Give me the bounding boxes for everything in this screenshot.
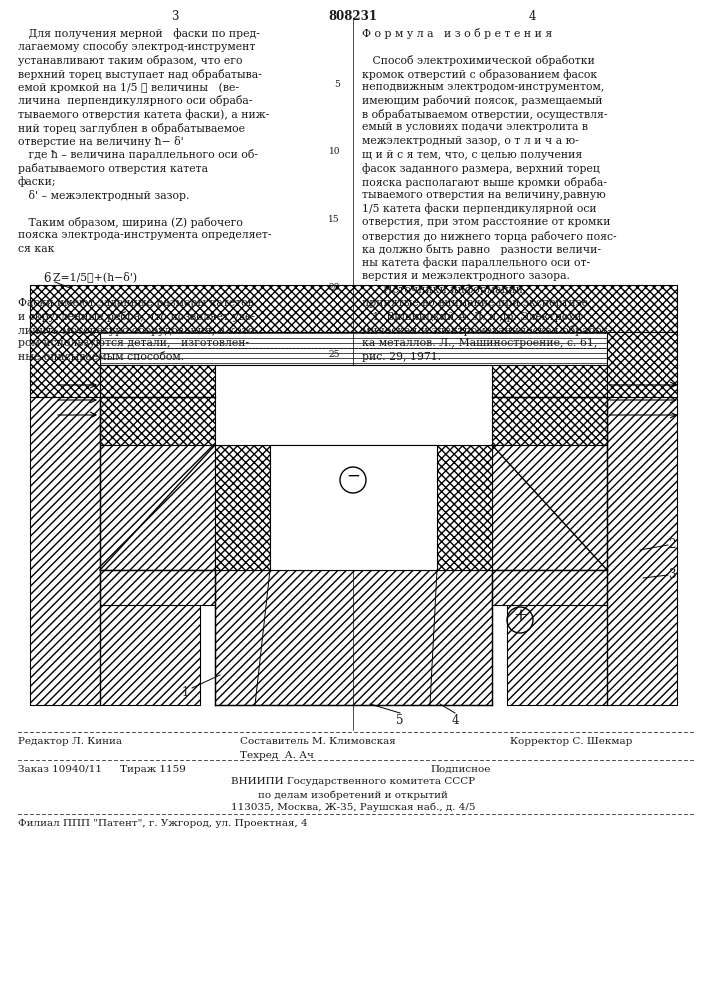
Text: 1. Вишницкий А. Л. и др. Электрохи-: 1. Вишницкий А. Л. и др. Электрохи-	[362, 312, 585, 322]
Text: Заказ 10940/11: Заказ 10940/11	[18, 765, 102, 774]
Text: ся как: ся как	[18, 244, 54, 254]
Text: пояска электрода-инструмента определяет-: пояска электрода-инструмента определяет-	[18, 231, 271, 240]
Text: ные описываемым способом.: ные описываемым способом.	[18, 352, 184, 362]
Text: 808231: 808231	[329, 10, 378, 23]
Text: 5: 5	[396, 714, 404, 726]
Text: мическая и электромеханическая обработ-: мическая и электромеханическая обработ-	[362, 325, 612, 336]
Bar	[437, 445, 492, 570]
Text: личина  перпендикулярного оси обраба-: личина перпендикулярного оси обраба-	[18, 96, 252, 106]
Text: Тираж 1159: Тираж 1159	[120, 765, 186, 774]
Bar	[215, 570, 492, 705]
Bar	[100, 397, 215, 570]
Text: +: +	[513, 607, 527, 624]
Text: Техред  А. Ач: Техред А. Ач	[240, 751, 314, 760]
Text: 113035, Москва, Ж-35, Раушская наб., д. 4/5: 113035, Москва, Ж-35, Раушская наб., д. …	[230, 803, 475, 812]
Text: 1: 1	[181, 686, 189, 698]
Text: 1/5 катета фаски перпендикулярной оси: 1/5 катета фаски перпендикулярной оси	[362, 204, 597, 214]
Bar	[492, 570, 607, 605]
Bar	[30, 332, 100, 397]
Text: фасок заданного размера, верхний торец: фасок заданного размера, верхний торец	[362, 163, 600, 174]
Text: Ф о р м у л а   и з о б р е т е н и я: Ф о р м у л а и з о б р е т е н и я	[362, 28, 552, 39]
Text: тываемого отверстия на величину,равную: тываемого отверстия на величину,равную	[362, 190, 606, 200]
Bar	[270, 445, 437, 570]
Text: принятые во внимание при экспертизе: принятые во внимание при экспертизе	[362, 298, 588, 308]
Bar	[215, 445, 270, 570]
Text: межэлектродный зазор, о т л и ч а ю-: межэлектродный зазор, о т л и ч а ю-	[362, 136, 579, 146]
Text: в обрабатываемом отверстии, осуществля-: в обрабатываемом отверстии, осуществля-	[362, 109, 607, 120]
Bar	[100, 332, 607, 365]
Bar	[492, 365, 607, 445]
Text: неподвижным электродом-инструментом,: неподвижным электродом-инструментом,	[362, 82, 604, 92]
Text: δ' – межэлектродный зазор.: δ' – межэлектродный зазор.	[18, 190, 189, 201]
Text: Способ электрохимической обработки: Способ электрохимической обработки	[362, 55, 595, 66]
Text: Филиал ППП "Патент", г. Ужгород, ул. Проектная, 4: Филиал ППП "Патент", г. Ужгород, ул. Про…	[18, 819, 308, 828]
Bar	[30, 397, 200, 705]
Text: Подписное: Подписное	[430, 765, 491, 774]
Text: −: −	[346, 468, 360, 485]
Text: верстия и межэлектродного зазора.: верстия и межэлектродного зазора.	[362, 271, 570, 281]
Text: Таким образом, ширина (Z) рабочего: Таким образом, ширина (Z) рабочего	[18, 217, 243, 228]
Text: лагаемому способу электрод-инструмент: лагаемому способу электрод-инструмент	[18, 41, 255, 52]
Text: ка металлов. Л., Машиностроение, с. 61,: ка металлов. Л., Машиностроение, с. 61,	[362, 338, 597, 349]
Text: отверстие на величину ħ− δ': отверстие на величину ħ− δ'	[18, 136, 184, 147]
Text: где ħ – величина параллельного оси об-: где ħ – величина параллельного оси об-	[18, 149, 258, 160]
Text: ний торец заглублен в обрабатываемое: ний торец заглублен в обрабатываемое	[18, 122, 245, 133]
Bar	[607, 332, 677, 397]
Bar	[100, 570, 215, 605]
Text: 4: 4	[451, 714, 459, 726]
Text: Источники информации,: Источники информации,	[362, 284, 527, 295]
Text: Для получения мерной   фаски по пред-: Для получения мерной фаски по пред-	[18, 28, 260, 39]
Text: по делам изобретений и открытий: по делам изобретений и открытий	[258, 790, 448, 800]
Bar	[100, 365, 215, 445]
Bar	[215, 365, 492, 445]
Text: фаски;: фаски;	[18, 176, 57, 187]
Bar	[492, 397, 607, 570]
Text: 25: 25	[329, 350, 340, 359]
Text: 3: 3	[668, 568, 675, 582]
Bar	[30, 285, 677, 332]
Text: 10: 10	[329, 147, 340, 156]
Text: тываемого отверстия катета фаски), а ниж-: тываемого отверстия катета фаски), а ниж…	[18, 109, 269, 120]
Bar	[507, 397, 677, 705]
Text: отверстия, при этом расстояние от кромки: отверстия, при этом расстояние от кромки	[362, 217, 611, 227]
Text: емый в условиях подачи электролита в: емый в условиях подачи электролита в	[362, 122, 588, 132]
Text: ны катета фаски параллельного оси от-: ны катета фаски параллельного оси от-	[362, 257, 590, 268]
Text: Z=1/5ℓ+(h−δ'): Z=1/5ℓ+(h−δ')	[18, 271, 137, 282]
Text: Редактор Л. Киниа: Редактор Л. Киниа	[18, 737, 122, 746]
Text: емой кромкой на 1/5 ℓ величины   (ве-: емой кромкой на 1/5 ℓ величины (ве-	[18, 82, 239, 93]
Text: 20: 20	[329, 282, 340, 292]
Text: и скругленные ребра, что позволяет уве-: и скругленные ребра, что позволяет уве-	[18, 312, 255, 322]
Text: имеющим рабочий поясок, размещаемый: имеющим рабочий поясок, размещаемый	[362, 96, 602, 106]
Text: отверстия до нижнего торца рабочего пояс-: отверстия до нижнего торца рабочего пояс…	[362, 231, 617, 241]
Text: 5: 5	[334, 80, 340, 89]
Text: ром используются детали,   изготовлен-: ром используются детали, изготовлен-	[18, 338, 249, 349]
Text: рабатываемого отверстия катета: рабатываемого отверстия катета	[18, 163, 208, 174]
Text: рис. 29, 1971.: рис. 29, 1971.	[362, 352, 441, 362]
Text: 2: 2	[668, 538, 675, 552]
Text: 4: 4	[528, 10, 536, 23]
Text: устанавливают таким образом, что его: устанавливают таким образом, что его	[18, 55, 243, 66]
Text: 15: 15	[328, 215, 340, 224]
Text: Составитель М. Климовская: Составитель М. Климовская	[240, 737, 396, 746]
Text: ВНИИПИ Государственного комитета СССР: ВНИИПИ Государственного комитета СССР	[231, 777, 475, 786]
Text: личить моторесурс оборудования, в кото-: личить моторесурс оборудования, в кото-	[18, 325, 258, 336]
Text: пояска располагают выше кромки обраба-: пояска располагают выше кромки обраба-	[362, 176, 607, 188]
Text: Фаски имеют заданные размеры катетов: Фаски имеют заданные размеры катетов	[18, 298, 254, 308]
Text: ка должно быть равно   разности величи-: ка должно быть равно разности величи-	[362, 244, 601, 255]
Text: 6: 6	[43, 271, 51, 284]
Text: верхний торец выступает над обрабатыва-: верхний торец выступает над обрабатыва-	[18, 68, 262, 80]
Text: 3: 3	[171, 10, 179, 23]
Text: щ и й с я тем, что, с целью получения: щ и й с я тем, что, с целью получения	[362, 149, 583, 159]
Text: кромок отверстий с образованием фасок: кромок отверстий с образованием фасок	[362, 68, 597, 80]
Text: Корректор С. Шекмар: Корректор С. Шекмар	[510, 737, 632, 746]
